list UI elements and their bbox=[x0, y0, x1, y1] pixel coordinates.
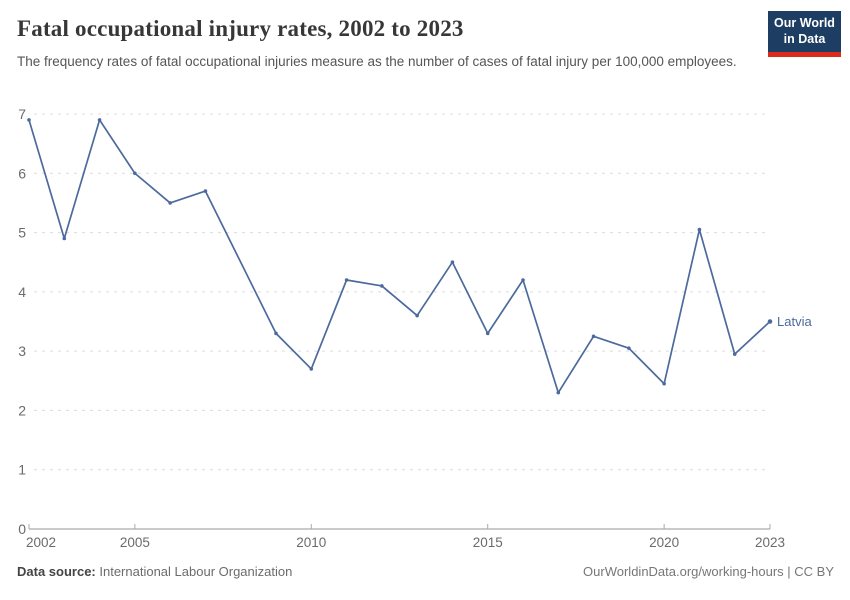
chart-footer: Data source: International Labour Organi… bbox=[17, 564, 834, 579]
data-point bbox=[344, 278, 349, 282]
chart-figure: 0 1 2 3 4 5 6 7 2002 2005 2010 2015 2020 2023 Latvia bbox=[0, 95, 850, 570]
data-point bbox=[450, 260, 455, 265]
data-point bbox=[203, 189, 208, 193]
data-point bbox=[309, 367, 314, 371]
data-source: Data source: International Labour Organi… bbox=[17, 564, 292, 579]
y-tick-label: 5 bbox=[18, 225, 26, 241]
series-line bbox=[28, 119, 771, 394]
data-point bbox=[556, 390, 561, 395]
owid-logo[interactable]: Our World in Data bbox=[768, 11, 841, 57]
data-point bbox=[697, 227, 702, 232]
x-tick-label: 2020 bbox=[649, 535, 679, 550]
y-tick-label: 4 bbox=[18, 284, 26, 300]
y-tick-label: 1 bbox=[18, 462, 26, 478]
x-tick-label: 2023 bbox=[755, 535, 785, 550]
data-point bbox=[62, 236, 67, 241]
y-tick-label: 0 bbox=[18, 521, 26, 537]
owid-logo-line2: in Data bbox=[783, 31, 826, 46]
data-point bbox=[767, 319, 773, 324]
y-tick-label: 6 bbox=[18, 165, 26, 181]
data-point bbox=[591, 334, 596, 339]
series-end-label: Latvia bbox=[777, 314, 812, 329]
y-tick-label: 3 bbox=[18, 343, 26, 359]
credit-link[interactable]: OurWorldinData.org/working-hours | CC BY bbox=[583, 564, 834, 579]
owid-logo-line1: Our World bbox=[774, 15, 835, 30]
data-source-value: International Labour Organization bbox=[99, 564, 293, 579]
x-tick-label: 2002 bbox=[26, 535, 56, 550]
data-point bbox=[274, 331, 278, 336]
page-title: Fatal occupational injury rates, 2002 to… bbox=[17, 16, 464, 41]
chart-subtitle: The frequency rates of fatal occupationa… bbox=[17, 54, 737, 69]
data-source-label: Data source: bbox=[17, 564, 96, 579]
data-point bbox=[485, 331, 490, 336]
data-point bbox=[27, 118, 31, 122]
x-tick-label: 2015 bbox=[473, 535, 503, 550]
x-tick-label: 2005 bbox=[120, 535, 150, 550]
data-point bbox=[732, 352, 737, 356]
data-point bbox=[627, 346, 631, 350]
data-point bbox=[521, 278, 525, 282]
data-point bbox=[380, 284, 384, 288]
data-point bbox=[168, 201, 172, 205]
data-point bbox=[97, 118, 102, 122]
line-chart-svg[interactable]: 0 1 2 3 4 5 6 7 2002 2005 2010 2015 2020 2023 Latvia bbox=[0, 95, 850, 570]
data-point bbox=[133, 171, 137, 176]
y-tick-label: 2 bbox=[18, 402, 26, 418]
data-point bbox=[415, 313, 419, 318]
data-point bbox=[662, 381, 666, 386]
y-tick-label: 7 bbox=[18, 106, 26, 122]
x-tick-label: 2010 bbox=[296, 535, 326, 550]
